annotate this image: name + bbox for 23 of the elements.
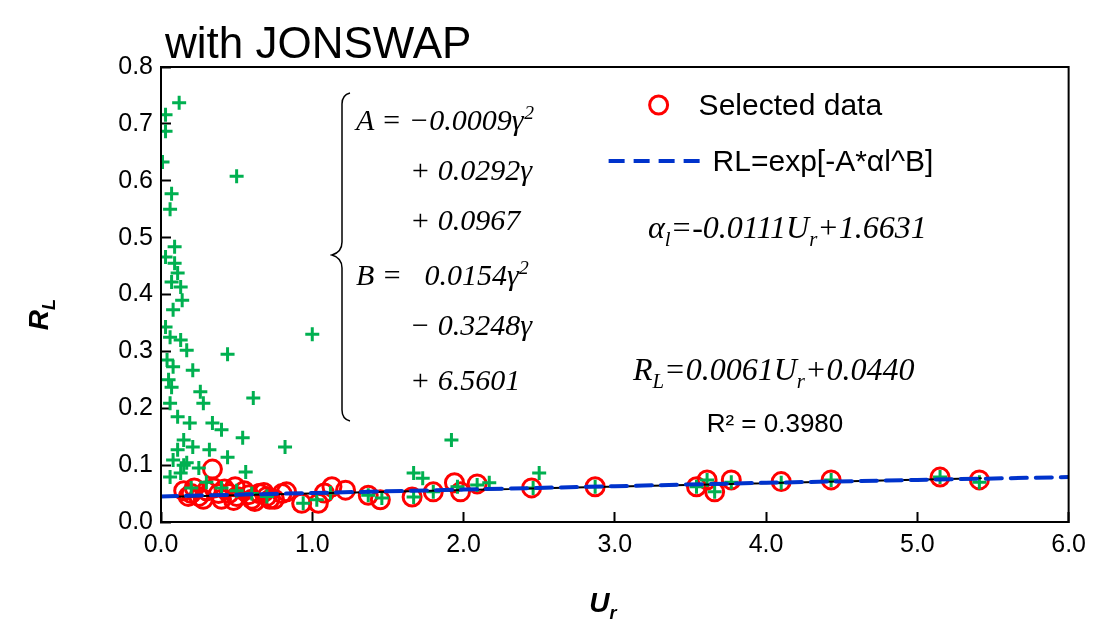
y-tick-label: 0.3	[118, 335, 153, 364]
y-tick-label: 0.8	[118, 50, 153, 79]
chart-title: with JONSWAP	[164, 18, 472, 67]
y-tick-label: 0.4	[118, 278, 154, 307]
annotation: + 0.0292γ	[410, 153, 534, 186]
annotation: − 0.3248γ	[410, 308, 534, 341]
annotation: + 0.0967	[410, 203, 523, 236]
y-tick-label: 0.6	[118, 164, 153, 193]
x-tick-label: 4.0	[748, 528, 784, 557]
y-axis-title: RL	[23, 298, 59, 331]
y-tick-label: 0.7	[118, 107, 153, 136]
x-tick-label: 2.0	[446, 528, 481, 557]
x-tick-label: 3.0	[597, 528, 633, 557]
y-tick-label: 0.5	[118, 221, 153, 250]
y-tick-label: 0.2	[118, 392, 153, 421]
annotation: + 6.5601	[410, 363, 521, 396]
y-tick-label: 0.1	[118, 449, 153, 478]
x-tick-label: 6.0	[1051, 528, 1087, 557]
legend-label: RL=exp[-A*αl^B]	[712, 144, 934, 177]
x-tick-label: 5.0	[899, 528, 935, 557]
legend-label: Selected data	[698, 88, 883, 121]
x-tick-label: 1.0	[294, 528, 330, 557]
annotation: R² = 0.3980	[706, 408, 844, 438]
